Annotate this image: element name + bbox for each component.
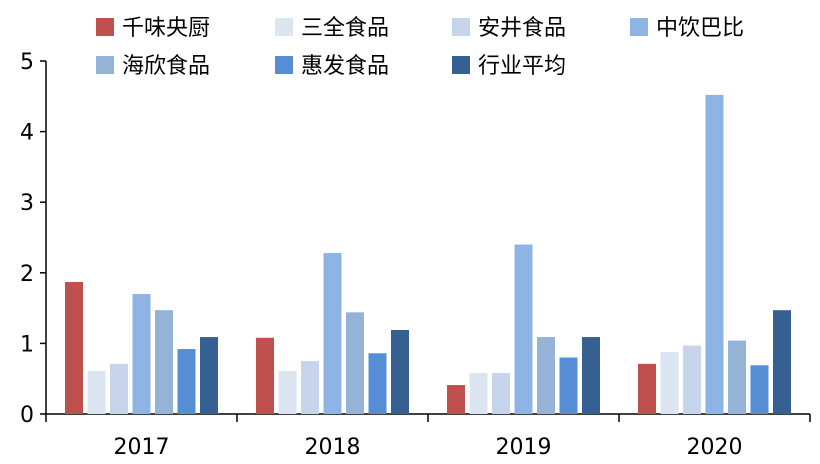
x-tick-label: 2017 — [114, 435, 170, 460]
bar — [346, 312, 364, 414]
y-tick-label: 2 — [20, 262, 34, 287]
y-tick-label: 1 — [20, 332, 34, 357]
legend-label: 安井食品 — [478, 16, 566, 41]
bar — [638, 364, 656, 414]
bar — [492, 373, 510, 414]
bar — [728, 341, 746, 414]
bar — [582, 337, 600, 414]
bar — [515, 245, 533, 414]
bar — [661, 352, 679, 414]
bar — [773, 310, 791, 414]
bar — [683, 346, 701, 414]
legend-label: 三全食品 — [301, 16, 389, 41]
bars — [65, 95, 791, 414]
bar — [706, 95, 724, 414]
bar — [133, 294, 151, 414]
x-tick-label: 2019 — [496, 435, 552, 460]
bar — [155, 310, 173, 414]
bar — [65, 282, 83, 414]
y-tick-label: 0 — [20, 403, 34, 428]
legend-swatch — [630, 18, 648, 36]
bar — [560, 358, 578, 414]
bar — [279, 371, 297, 414]
y-tick-label: 4 — [20, 121, 34, 146]
bar — [470, 373, 488, 414]
bar — [200, 337, 218, 414]
legend-label: 行业平均 — [478, 54, 566, 79]
legend-swatch — [452, 56, 470, 74]
bar — [88, 371, 106, 414]
bar — [256, 338, 274, 414]
legend-swatch — [275, 18, 293, 36]
bar — [537, 337, 555, 414]
bar — [369, 353, 387, 414]
bar — [447, 385, 465, 414]
legend-swatch — [96, 18, 114, 36]
legend-label: 惠发食品 — [301, 54, 389, 79]
bar — [324, 253, 342, 414]
bar — [301, 361, 319, 414]
bar — [178, 349, 196, 414]
legend-label: 千味央厨 — [122, 16, 210, 41]
bar — [391, 330, 409, 414]
legend-swatch — [275, 56, 293, 74]
y-tick-label: 3 — [20, 191, 34, 216]
x-tick-label: 2020 — [687, 435, 743, 460]
bar — [751, 365, 769, 414]
x-axis: 2017 2018 2019 2020 — [46, 414, 810, 460]
x-tick-label: 2018 — [305, 435, 361, 460]
legend-label: 中饮巴比 — [656, 16, 744, 41]
legend-label: 海欣食品 — [122, 54, 210, 79]
legend-swatch — [96, 56, 114, 74]
y-axis: 0 1 2 3 4 5 — [20, 50, 46, 428]
legend-swatch — [452, 18, 470, 36]
bar — [110, 364, 128, 414]
y-tick-label: 5 — [20, 50, 34, 75]
